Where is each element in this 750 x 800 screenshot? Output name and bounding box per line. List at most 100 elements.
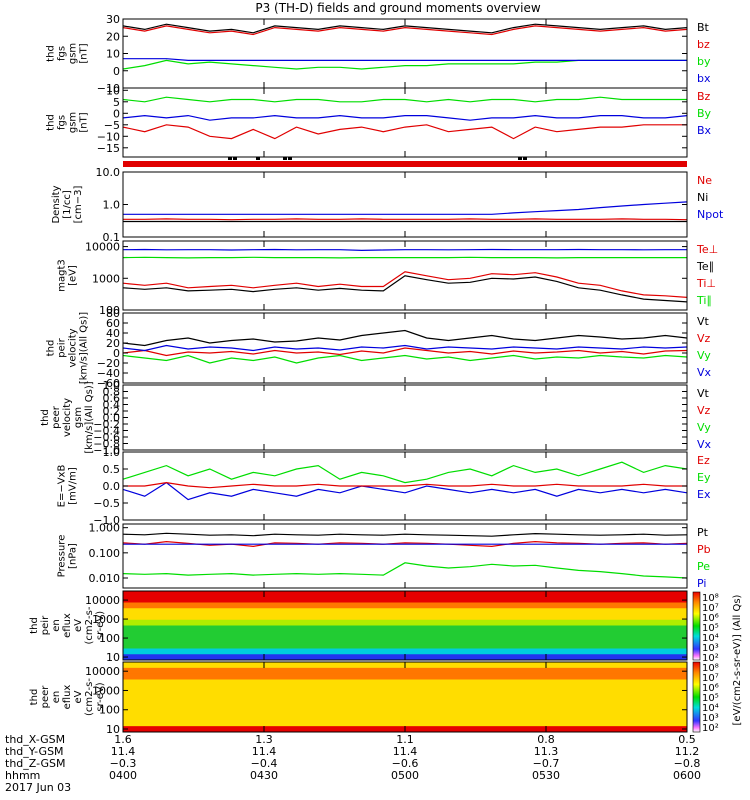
footer-row-label: hhmm xyxy=(5,769,40,782)
panel-density: 10.0 1.0 0.1 Density [1/cc] [cm−3] Ne Ni Npot xyxy=(51,166,724,244)
y-tick-label: −20 xyxy=(97,357,120,370)
heatmap-row xyxy=(123,708,687,715)
colorbar-tick-label: 10² xyxy=(702,653,719,664)
y-axis-label: gsm xyxy=(68,43,79,64)
y-axis-label: gsm xyxy=(73,407,84,428)
legend-label-Bt: Bt xyxy=(697,21,710,34)
y-tick-label: −0.6 xyxy=(93,431,120,444)
y-axis-label: [mV/m] xyxy=(68,467,79,505)
series-line-bz xyxy=(123,25,687,36)
status-marker xyxy=(518,157,522,160)
y-tick-label: 0 xyxy=(113,107,120,120)
y-axis-label: peir xyxy=(57,337,68,357)
y-axis-label: Pressure xyxy=(57,535,68,578)
y-axis-label: en xyxy=(51,619,62,632)
footer-value: 0600 xyxy=(673,769,701,782)
legend-label-Ti∥: Ti∥ xyxy=(696,294,712,307)
series-line-Ti⊥ xyxy=(123,271,687,298)
status-marker xyxy=(233,157,237,160)
legend-label-Vy: Vy xyxy=(697,349,711,362)
y-tick-label: 1.0 xyxy=(103,199,121,212)
legend-label-Vx: Vx xyxy=(697,438,712,451)
y-axis-label: (cm2-s- xyxy=(84,678,95,716)
series-line-Ez xyxy=(123,481,687,489)
y-axis-label: eflux xyxy=(62,613,73,638)
plot-title: P3 (TH-D) fields and ground moments over… xyxy=(255,1,540,15)
y-tick-label: 1000 xyxy=(92,684,120,697)
status-marker xyxy=(288,157,292,160)
y-tick-label: 0.2 xyxy=(103,405,121,418)
y-axis-label: [nT] xyxy=(79,43,90,63)
colorbar-tick-label: 10⁶ xyxy=(702,613,719,624)
y-tick-label: −0.4 xyxy=(93,425,120,438)
y-tick-label: 80 xyxy=(106,307,120,320)
colorbar-tick-label: 10⁸ xyxy=(702,663,719,674)
footer-value: 0500 xyxy=(391,769,419,782)
series-group xyxy=(123,461,687,501)
y-axis-label: peer xyxy=(51,405,62,429)
legend-label-Ti⊥: Ti⊥ xyxy=(696,277,716,290)
panel-frame xyxy=(122,171,688,238)
colorbar-group: 10⁸10⁷10⁶10⁵10⁴10³10²10⁸10⁷10⁶10⁵10⁴10³1… xyxy=(692,591,743,734)
y-axis-label: fgs xyxy=(57,46,68,61)
colorbar-tick-label: 10⁸ xyxy=(702,593,719,604)
y-tick-label: −10 xyxy=(97,82,120,95)
series-line-Vy xyxy=(123,354,687,364)
series-line-Te⊥ xyxy=(123,248,687,252)
y-axis-label: (cm2-s- xyxy=(84,606,95,644)
series-line-Pt xyxy=(123,532,687,537)
heatmap-row xyxy=(123,596,687,603)
status-marker xyxy=(283,157,287,160)
series-line-Bt xyxy=(123,23,687,34)
series-group xyxy=(123,248,687,303)
y-tick-label: −0.2 xyxy=(93,418,120,431)
panel-pressure: 1.000 0.100 0.010 Pressure [nPa] Pt Pb Pe Pi xyxy=(57,522,711,590)
series-group xyxy=(123,329,687,364)
series-line-Bx xyxy=(123,124,687,140)
y-tick-label: 0.100 xyxy=(89,547,121,560)
heatmap-row xyxy=(123,714,687,721)
heatmap-row xyxy=(123,642,687,649)
heatmap-row xyxy=(123,637,687,644)
y-tick-label: 0.0 xyxy=(103,412,121,425)
legend-label-Vt: Vt xyxy=(697,387,710,400)
status-bar xyxy=(123,157,687,167)
y-tick-label: 100 xyxy=(99,704,120,717)
series-group xyxy=(123,23,687,70)
colorbar-strip xyxy=(692,591,701,661)
legend-label-bz: bz xyxy=(697,38,710,51)
panel-peer_velocity: 1.00.80.60.40.20.0−0.2−0.4−0.6−0.8−1.0th… xyxy=(40,379,712,457)
footer-value: 0530 xyxy=(532,769,560,782)
y-tick-label: 20 xyxy=(106,30,120,43)
y-tick-label: −5 xyxy=(104,119,120,132)
heatmap-row xyxy=(123,691,687,698)
footer-value: 1.1 xyxy=(396,733,414,746)
y-axis-label: Density xyxy=(51,185,62,223)
y-axis-label: [eV] xyxy=(68,265,79,286)
y-axis-label: thd xyxy=(40,409,51,426)
y-tick-label: 100 xyxy=(99,304,120,317)
y-tick-label: 10 xyxy=(106,723,120,736)
y-tick-label: 0.5 xyxy=(103,463,121,476)
footer-value: 1.6 xyxy=(114,733,132,746)
heatmap-row xyxy=(123,720,687,727)
panel-frame xyxy=(122,384,688,451)
y-tick-label: −60 xyxy=(97,377,120,390)
y-tick-label: 0.8 xyxy=(103,386,121,399)
y-tick-label: 0.0 xyxy=(103,480,121,493)
y-tick-label: −1.0 xyxy=(93,514,120,527)
y-tick-label: −15 xyxy=(97,142,120,155)
heatmap-row xyxy=(123,648,687,655)
heatmap-row xyxy=(123,608,687,615)
heatmap-row xyxy=(123,602,687,609)
colorbar-tick-label: 10⁷ xyxy=(702,673,719,684)
legend-label-Vz: Vz xyxy=(697,404,711,417)
series-line-Te∥ xyxy=(123,275,687,303)
y-axis-label: [km/s](All Qs)] xyxy=(79,312,90,384)
heatmap-row xyxy=(123,667,687,675)
panel-temperature: 10000 1000 100 magt3 [eV] Te⊥ Te∥ Ti⊥ Ti∥ xyxy=(57,240,718,317)
legend-label-Ne: Ne xyxy=(697,174,712,187)
y-axis-label: en xyxy=(51,691,62,704)
footer-value: 1.3 xyxy=(255,733,273,746)
